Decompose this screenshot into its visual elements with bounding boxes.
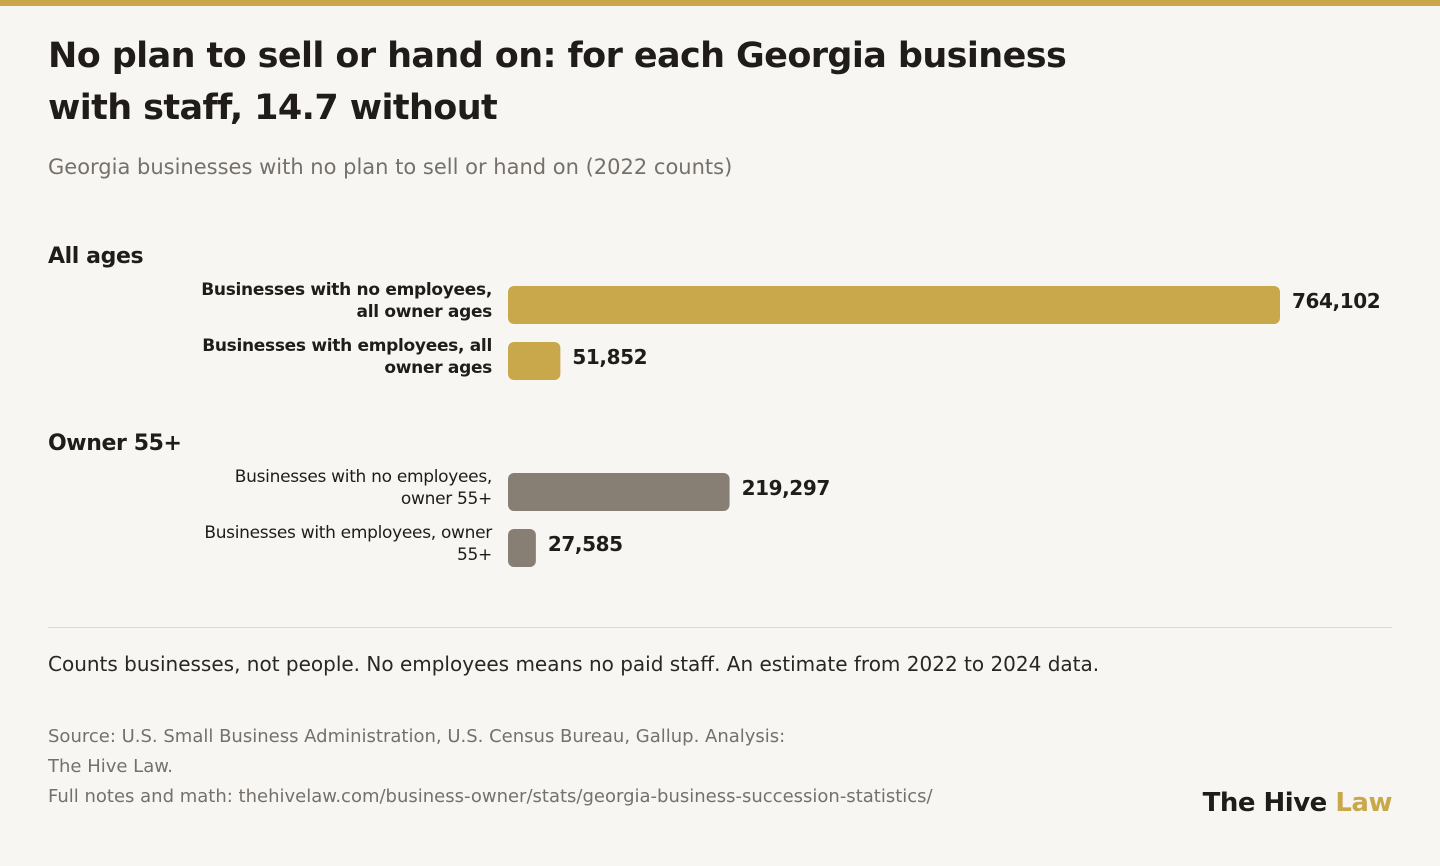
bar <box>508 286 1280 324</box>
bar-category-label: Businesses with employees, owner <box>204 523 492 543</box>
source-block: Source: U.S. Small Business Administrati… <box>48 722 1168 812</box>
bar-value-label: 219,297 <box>742 476 830 500</box>
top-accent-rule <box>0 0 1440 6</box>
brand-accent: Law <box>1335 788 1392 818</box>
group-heading: All ages <box>48 244 143 269</box>
bar-category-label: Businesses with no employees, <box>235 467 492 487</box>
bar-value-label: 51,852 <box>572 345 647 369</box>
bar-category-label: owner 55+ <box>401 489 492 509</box>
chart-subtitle: Georgia businesses with no plan to sell … <box>48 155 733 179</box>
bar-category-label: owner ages <box>384 358 492 378</box>
bar <box>508 529 536 567</box>
footer-divider <box>48 627 1392 628</box>
bar-category-label: all owner ages <box>357 302 493 322</box>
bar-value-label: 764,102 <box>1292 289 1380 313</box>
bar-value-label: 27,585 <box>548 532 623 556</box>
bar-category-label: 55+ <box>457 545 492 565</box>
group-heading: Owner 55+ <box>48 431 182 456</box>
source-line-1: Source: U.S. Small Business Administrati… <box>48 726 786 747</box>
bar <box>508 473 730 511</box>
source-line-2: The Hive Law. <box>48 756 174 777</box>
bar-category-label: Businesses with employees, all <box>202 336 492 356</box>
chart-title: No plan to sell or hand on: for each Geo… <box>48 36 1067 128</box>
brand-logo: The Hive Law <box>1202 786 1393 820</box>
bar <box>508 342 561 380</box>
brand-name: The Hive <box>1202 788 1328 818</box>
bar-category-label: Businesses with no employees, <box>201 280 492 300</box>
source-line-3: Full notes and math: thehivelaw.com/busi… <box>48 786 933 807</box>
chart-note: Counts businesses, not people. No employ… <box>48 652 1100 676</box>
